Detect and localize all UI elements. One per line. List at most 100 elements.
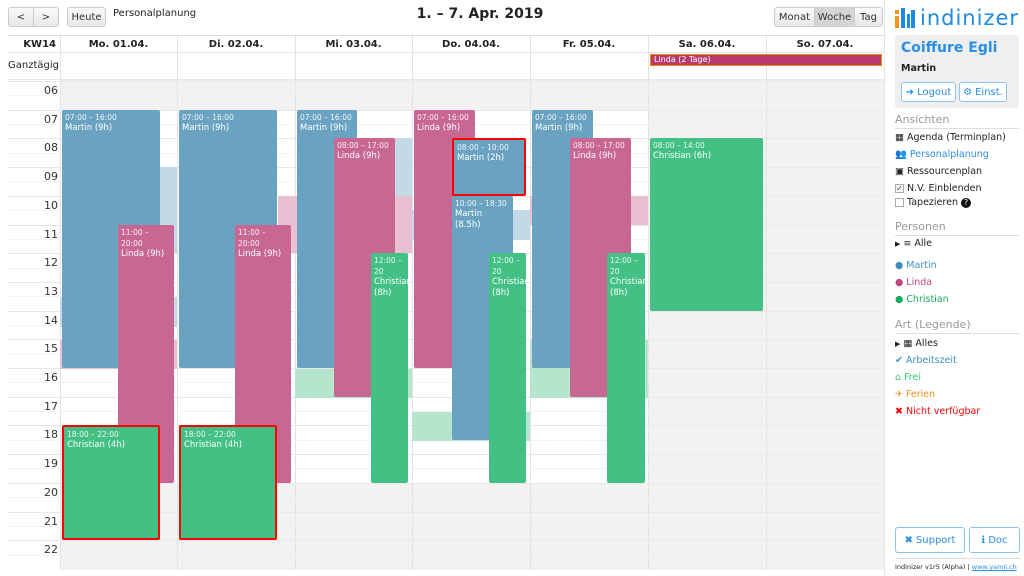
hour-label: 06 <box>44 84 58 97</box>
view-month-button[interactable]: Monat <box>774 7 815 27</box>
event-time: 11:00 – 20:00 <box>238 227 266 248</box>
support-label: Support <box>915 534 956 546</box>
day-column[interactable] <box>177 36 295 570</box>
day-column[interactable] <box>295 36 412 570</box>
person-martin[interactable]: ● Martin <box>895 260 937 271</box>
legend-label: Ferien <box>905 389 936 400</box>
day-header: Di. 02.04. <box>177 36 295 53</box>
calendar-icon: ▦ <box>903 338 913 349</box>
next-button[interactable]: > <box>33 7 59 27</box>
legend-arbeitszeit[interactable]: ✔ Arbeitszeit <box>895 355 957 366</box>
footer-version: Indinizer v1r5 (Alpha) | <box>895 563 972 571</box>
event-time: 07:00 – 16:00 <box>535 112 587 122</box>
checkbox-checked[interactable]: ✓ <box>895 184 904 193</box>
logout-button[interactable]: ➜ Logout <box>901 82 956 102</box>
doc-button[interactable]: ℹ Doc <box>969 527 1020 553</box>
shift-event[interactable]: 08:00 – 14:00 Christian (6h) <box>650 138 763 311</box>
persons-heading: Personen <box>895 220 1019 236</box>
day-header: Fr. 05.04. <box>530 36 648 53</box>
help-icon[interactable]: ? <box>960 197 971 208</box>
halfhour-line <box>8 525 884 527</box>
event-time: 07:00 – 16:00 <box>182 112 234 122</box>
event-label: Linda (9h) <box>417 122 461 133</box>
view-agenda-label: Agenda (Terminplan) <box>906 132 1006 143</box>
legend-frei[interactable]: ⌂ Frei <box>895 372 921 383</box>
tile-label: Tapezieren <box>907 197 958 208</box>
tools-icon: ✖ <box>904 534 913 546</box>
person-christian[interactable]: ● Christian <box>895 294 949 305</box>
shift-event[interactable]: 18:00 – 22:00 Christian (4h) <box>179 425 277 541</box>
home-icon: ⌂ <box>895 372 902 383</box>
shift-event[interactable]: 18:00 – 22:00 Christian (4h) <box>62 425 160 541</box>
support-button[interactable]: ✖ Support <box>895 527 965 553</box>
day-column[interactable] <box>530 36 648 570</box>
legend-ferien[interactable]: ✈ Ferien <box>895 389 935 400</box>
indinizer-logo: indinizer <box>895 6 1019 30</box>
hour-label: 13 <box>44 284 58 298</box>
company-name: Coiffure Egli <box>901 40 998 56</box>
persons-all[interactable]: ▶ ≡ Alle <box>895 238 932 249</box>
event-time: 07:00 – 16:00 <box>65 112 117 122</box>
hour-line <box>8 482 884 484</box>
hour-label: 17 <box>44 399 58 413</box>
halfhour-line <box>8 382 884 384</box>
hour-label: 09 <box>44 170 58 184</box>
caret-right-icon: ▶ <box>895 239 901 248</box>
legend-all[interactable]: ▶ ▦ Alles <box>895 338 938 349</box>
event-time: 12:00 – 20 <box>492 256 520 277</box>
person-label: Martin <box>906 260 937 271</box>
user-icon: ● <box>895 277 904 288</box>
view-agenda[interactable]: ▦ Agenda (Terminplan) <box>895 132 1006 143</box>
hour-line <box>8 396 884 398</box>
shift-event[interactable]: 08:00 – 10:00 Martin (2h) <box>452 138 526 196</box>
event-label: Linda (9h) <box>573 151 617 162</box>
view-ressourcenplan[interactable]: ▣ Ressourcenplan <box>895 166 982 177</box>
view-day-button[interactable]: Tag <box>854 7 883 27</box>
hour-label: 11 <box>44 227 58 241</box>
event-label: Linda (9h) <box>337 151 381 162</box>
legend-nicht-verfuegbar[interactable]: ✖ Nicht verfügbar <box>895 406 980 417</box>
tile-checkbox[interactable]: Tapezieren? <box>895 197 971 208</box>
checkbox-unchecked[interactable] <box>895 198 904 207</box>
halfhour-line <box>8 411 884 413</box>
event-time: 12:00 – 20 <box>374 256 402 277</box>
allday-event[interactable]: Linda (2 Tage) <box>650 54 882 66</box>
hour-label: 15 <box>44 342 58 356</box>
event-label: Christian (8h) <box>374 277 408 299</box>
calendar-check-icon: ▣ <box>895 166 904 177</box>
hour-line <box>8 81 884 82</box>
day-header: So. 07.04. <box>766 36 884 53</box>
info-icon: ℹ <box>981 534 986 546</box>
day-column[interactable] <box>412 36 530 570</box>
settings-button[interactable]: ⚙ Einst. <box>959 82 1007 102</box>
person-label: Linda <box>906 277 933 288</box>
event-label: Christian (8h) <box>492 277 526 299</box>
user-icon: ● <box>895 294 904 305</box>
hour-label: 08 <box>44 141 58 155</box>
person-linda[interactable]: ● Linda <box>895 277 932 288</box>
gear-icon: ⚙ <box>963 86 973 98</box>
day-header: Sa. 06.04. <box>648 36 766 53</box>
view-week-button[interactable]: Woche <box>814 7 855 27</box>
event-label: Christian (4h) <box>184 440 243 451</box>
plane-icon: ✈ <box>895 389 903 400</box>
event-label: Linda (9h) <box>238 248 282 259</box>
legend-label: Frei <box>904 372 921 383</box>
halfhour-line <box>8 468 884 470</box>
day-column[interactable] <box>766 36 884 570</box>
date-range: 1. – 7. Apr. 2019 <box>416 6 544 22</box>
event-time: 08:00 – 17:00 <box>337 141 389 151</box>
event-label: Christian (4h) <box>67 440 126 451</box>
today-button[interactable]: Heute <box>67 7 106 27</box>
day-header: Mo. 01.04. <box>60 36 177 53</box>
view-personalplanung[interactable]: 👥 Personalplanung <box>895 149 989 160</box>
footer-link[interactable]: www.yamii.ch <box>971 563 1017 571</box>
show-nv-checkbox[interactable]: ✓ N.V. Einblenden <box>895 183 982 194</box>
event-label: Linda (9h) <box>121 248 165 259</box>
day-column[interactable] <box>648 36 766 570</box>
person-label: Christian <box>906 294 949 305</box>
prev-button[interactable]: < <box>8 7 34 27</box>
